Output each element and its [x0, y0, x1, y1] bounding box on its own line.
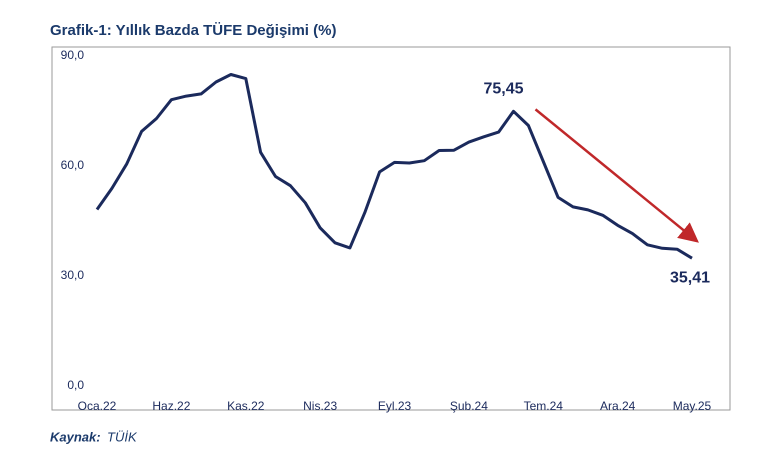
x-tick-label: Ara.24: [600, 399, 636, 413]
y-tick-label: 90,0: [61, 48, 85, 62]
plot-frame: [51, 46, 731, 411]
chart-title: Grafik-1: Yıllık Bazda TÜFE Değişimi (%): [50, 22, 336, 39]
x-tick-label: Oca.22: [78, 399, 117, 413]
line: [95, 73, 693, 260]
y-tick-label: 60,0: [61, 158, 85, 172]
trend-arrow: [534, 108, 699, 243]
x-tick-label: Nis.23: [303, 399, 337, 413]
y-tick-label: 30,0: [61, 268, 85, 282]
x-tick-label: Eyl.23: [378, 399, 412, 413]
x-tick-label: Tem.24: [524, 399, 564, 413]
x-tick-label: Kas.22: [227, 399, 265, 413]
x-tick-label: Haz.22: [152, 399, 190, 413]
data-label: 75,45: [483, 81, 523, 98]
x-tick-label: Şub.24: [450, 399, 488, 413]
source-label: Kaynak:: [50, 429, 101, 444]
source-text: TÜİK: [107, 429, 138, 444]
x-tick-label: May.25: [673, 399, 712, 413]
y-tick-label: 0,0: [67, 378, 84, 392]
data-label: 35,41: [670, 269, 710, 286]
